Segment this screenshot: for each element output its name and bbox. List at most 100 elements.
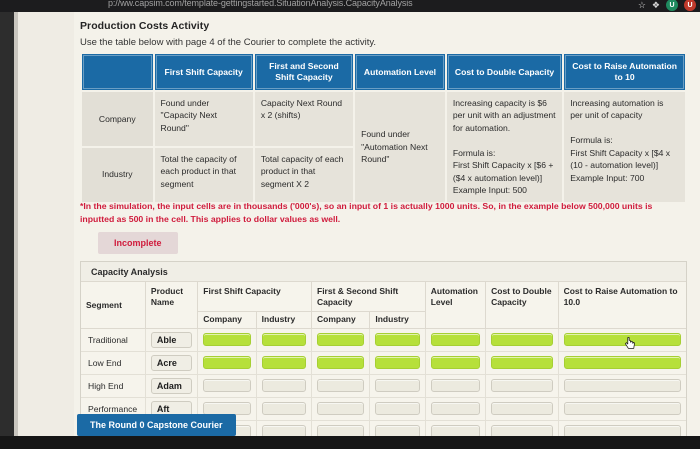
- cdc-line: ($4 x automation level)]: [452, 172, 543, 183]
- cost-double-cell[interactable]: [485, 374, 559, 398]
- automation-level-cell[interactable]: [425, 328, 487, 352]
- page-left-edge: [14, 12, 18, 449]
- fssc-industry-cell[interactable]: [369, 397, 426, 421]
- fsc-industry-input[interactable]: [261, 402, 306, 416]
- fssc-company-cell[interactable]: [311, 374, 371, 398]
- fsc-company-input[interactable]: [203, 333, 251, 347]
- cost-raise-cell[interactable]: [558, 397, 686, 421]
- cost-raise-input[interactable]: [563, 425, 681, 436]
- header-blank: [82, 54, 153, 90]
- capacity-analysis-title: Capacity Analysis: [81, 262, 686, 282]
- ca-subheader-fsc-industry: Industry: [256, 311, 313, 329]
- table-row: Company Found under "Capacity Next Round…: [82, 92, 685, 202]
- address-bar-url[interactable]: p://ww.capsim.com/template-gettingstarte…: [108, 0, 413, 8]
- fsc-company-input[interactable]: [203, 379, 251, 393]
- avatar-secondary[interactable]: U: [684, 0, 696, 11]
- fssc-industry-input[interactable]: [375, 425, 420, 436]
- automation-level-input[interactable]: [430, 356, 481, 370]
- cost-raise-input[interactable]: [563, 356, 681, 370]
- cost-double-cell[interactable]: [485, 351, 559, 375]
- capacity-analysis-panel: Capacity Analysis Segment Product Name F…: [80, 261, 687, 436]
- cost-double-input[interactable]: [491, 356, 553, 370]
- capacity-subheader-row: Company Industry Company Industry: [81, 311, 686, 329]
- fssc-industry-input[interactable]: [375, 333, 420, 347]
- fsc-industry-input[interactable]: [261, 333, 306, 347]
- fsc-industry-cell[interactable]: [256, 374, 313, 398]
- automation-level-cell[interactable]: [425, 374, 487, 398]
- cdc-line: Increasing capacity is $6: [452, 98, 547, 108]
- simulation-note: *In the simulation, the input cells are …: [80, 201, 653, 225]
- row-label-industry: Industry: [82, 147, 153, 202]
- fsc-industry-cell[interactable]: [256, 420, 313, 436]
- automation-level-input[interactable]: [430, 402, 481, 416]
- fssc-company-input[interactable]: [317, 379, 365, 393]
- fssc-industry-input[interactable]: [375, 402, 420, 416]
- cost-double-input[interactable]: [491, 402, 553, 416]
- cra-line: Formula is:: [570, 135, 613, 146]
- fsc-industry-input[interactable]: [261, 356, 306, 370]
- avatar[interactable]: U: [666, 0, 678, 11]
- fssc-company-input[interactable]: [317, 333, 365, 347]
- ca-header-cost-double-capacity: Cost to Double Capacity: [485, 282, 559, 329]
- capacity-header-row: Segment Product Name First Shift Capacit…: [81, 282, 686, 329]
- product-name-field[interactable]: Acre: [150, 354, 193, 371]
- fsc-company-cell[interactable]: [197, 328, 257, 352]
- fssc-company-cell[interactable]: [311, 328, 371, 352]
- segment-label: High End: [81, 374, 146, 398]
- cost-double-input[interactable]: [491, 425, 553, 436]
- fssc-company-cell[interactable]: [311, 420, 371, 436]
- segment-label: Traditional: [81, 328, 146, 352]
- cost-raise-cell[interactable]: [558, 374, 686, 398]
- fsc-company-cell[interactable]: [197, 351, 257, 375]
- fssc-company-cell[interactable]: [311, 351, 371, 375]
- ca-header-cost-raise-automation: Cost to Raise Automation to 10.0: [558, 282, 686, 329]
- fssc-industry-cell[interactable]: [369, 420, 426, 436]
- left-dark-gutter: [0, 12, 14, 449]
- cost-double-input[interactable]: [491, 379, 553, 393]
- fssc-company-input[interactable]: [317, 402, 365, 416]
- page-title: Production Costs Activity: [80, 20, 210, 32]
- cost-double-input[interactable]: [491, 333, 553, 347]
- automation-level-input[interactable]: [430, 379, 481, 393]
- product-name-field[interactable]: Adam: [150, 377, 193, 394]
- cost-raise-input[interactable]: [563, 402, 681, 416]
- star-icon[interactable]: ☆: [637, 0, 646, 10]
- cdc-line: Example Input: 500: [452, 185, 527, 196]
- automation-level-input[interactable]: [430, 333, 481, 347]
- round-0-capstone-courier-button[interactable]: The Round 0 Capstone Courier: [77, 414, 236, 436]
- puzzle-icon[interactable]: ❖: [651, 0, 660, 10]
- product-name-field[interactable]: Able: [150, 331, 193, 348]
- fsc-company-input[interactable]: [203, 356, 251, 370]
- cost-raise-cell[interactable]: [558, 328, 686, 352]
- fssc-company-input[interactable]: [317, 356, 365, 370]
- fssc-company-input[interactable]: [317, 425, 365, 436]
- fsc-industry-input[interactable]: [261, 379, 306, 393]
- fsc-industry-cell[interactable]: [256, 351, 313, 375]
- fsc-industry-cell[interactable]: [256, 328, 313, 352]
- fsc-industry-input[interactable]: [261, 425, 306, 436]
- cost-double-cell[interactable]: [485, 397, 559, 421]
- cost-double-cell[interactable]: [485, 328, 559, 352]
- fssc-company-cell[interactable]: [311, 397, 371, 421]
- automation-level-input[interactable]: [430, 425, 481, 436]
- fssc-industry-input[interactable]: [375, 379, 420, 393]
- fssc-industry-cell[interactable]: [369, 328, 426, 352]
- fsc-industry-cell[interactable]: [256, 397, 313, 421]
- cost-raise-input[interactable]: [563, 379, 681, 393]
- table-row: Industry Total the capacity of each prod…: [82, 147, 685, 202]
- cost-raise-cell[interactable]: [558, 420, 686, 436]
- fssc-industry-input[interactable]: [375, 356, 420, 370]
- company-first-second-shift-desc: Capacity Next Round x 2 (shifts): [254, 92, 354, 146]
- product-name-cell: Adam: [145, 374, 199, 398]
- fsc-company-cell[interactable]: [197, 374, 257, 398]
- ca-header-segment: Segment: [81, 282, 146, 329]
- table-row: Performance Aft: [81, 397, 686, 421]
- cost-raise-cell[interactable]: [558, 351, 686, 375]
- cost-raise-input[interactable]: [563, 333, 681, 347]
- automation-level-cell[interactable]: [425, 351, 487, 375]
- automation-level-cell[interactable]: [425, 420, 487, 436]
- automation-level-cell[interactable]: [425, 397, 487, 421]
- fssc-industry-cell[interactable]: [369, 374, 426, 398]
- fssc-industry-cell[interactable]: [369, 351, 426, 375]
- cost-double-cell[interactable]: [485, 420, 559, 436]
